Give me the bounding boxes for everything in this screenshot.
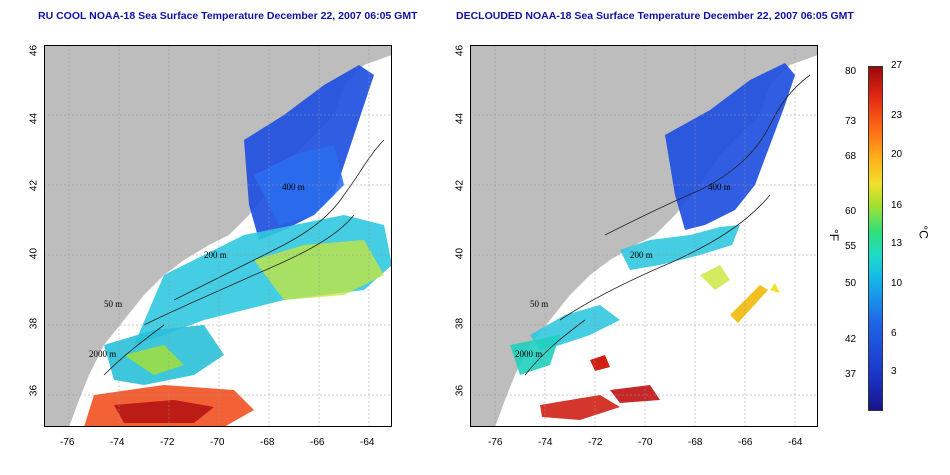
contour-label: 50 m: [530, 299, 548, 309]
fahrenheit-tick: 80: [845, 66, 857, 77]
lat-tick: 40: [28, 247, 40, 260]
lat-tick: 38: [454, 317, 466, 330]
lon-tick: -64: [788, 437, 803, 448]
celsius-tick: 27: [891, 60, 903, 71]
fahrenheit-tick: 50: [845, 278, 857, 289]
lat-tick: 42: [28, 179, 40, 192]
lon-tick: -64: [360, 437, 375, 448]
fahrenheit-unit: °F: [827, 228, 842, 242]
lat-tick: 46: [28, 44, 40, 57]
grid-lines: [470, 45, 818, 427]
grid-lines: [44, 45, 392, 427]
lon-tick: -68: [260, 437, 275, 448]
lat-tick: 44: [28, 112, 40, 125]
fahrenheit-tick: 73: [845, 116, 857, 127]
lon-tick: -70: [210, 437, 225, 448]
contour-label: 400 m: [708, 182, 731, 192]
celsius-tick: 13: [891, 238, 903, 249]
lon-tick: -66: [738, 437, 753, 448]
left-sst-map: 400 m 200 m 50 m 2000 m: [44, 45, 392, 427]
contour-label: 400 m: [282, 182, 305, 192]
right-sst-map: 400 m 200 m 50 m 2000 m: [470, 45, 818, 427]
shelf-water: [620, 225, 740, 270]
lon-tick: -72: [588, 437, 603, 448]
lat-tick: 46: [454, 44, 466, 57]
contour-label: 200 m: [630, 250, 653, 260]
left-map-canvas: 400 m 200 m 50 m 2000 m: [44, 45, 392, 427]
celsius-tick: 3: [891, 366, 897, 377]
celsius-unit: °C: [916, 225, 931, 239]
lon-tick: -76: [488, 437, 503, 448]
fahrenheit-tick: 60: [845, 206, 857, 217]
contour-label: 2000 m: [515, 349, 542, 359]
lon-tick: -68: [688, 437, 703, 448]
fahrenheit-tick: 55: [845, 241, 857, 252]
left-map-title: RU COOL NOAA-18 Sea Surface Temperature …: [38, 10, 418, 22]
contour-label: 200 m: [204, 250, 227, 260]
fahrenheit-tick: 68: [845, 151, 857, 162]
lon-tick: -74: [110, 437, 125, 448]
contour-label: 2000 m: [89, 349, 116, 359]
cold-water: [665, 63, 795, 230]
lon-tick: -66: [310, 437, 325, 448]
lat-tick: 44: [454, 112, 466, 125]
fahrenheit-tick: 42: [845, 334, 857, 345]
celsius-tick: 6: [891, 328, 897, 339]
lon-tick: -72: [160, 437, 175, 448]
right-map-canvas: 400 m 200 m 50 m 2000 m: [470, 45, 818, 427]
contour-label: 50 m: [104, 299, 122, 309]
lat-tick: 38: [28, 317, 40, 330]
celsius-tick: 20: [891, 149, 903, 160]
lon-tick: -74: [538, 437, 553, 448]
lon-tick: -76: [60, 437, 75, 448]
celsius-tick: 16: [891, 200, 903, 211]
temperature-colorbar: [868, 66, 883, 411]
lat-tick: 36: [454, 384, 466, 397]
fahrenheit-tick: 37: [845, 369, 857, 380]
celsius-tick: 10: [891, 278, 903, 289]
lat-tick: 42: [454, 179, 466, 192]
lon-tick: -70: [638, 437, 653, 448]
celsius-tick: 23: [891, 110, 903, 121]
lat-tick: 36: [28, 384, 40, 397]
right-map-title: DECLOUDED NOAA-18 Sea Surface Temperatur…: [456, 10, 854, 22]
lat-tick: 40: [454, 247, 466, 260]
